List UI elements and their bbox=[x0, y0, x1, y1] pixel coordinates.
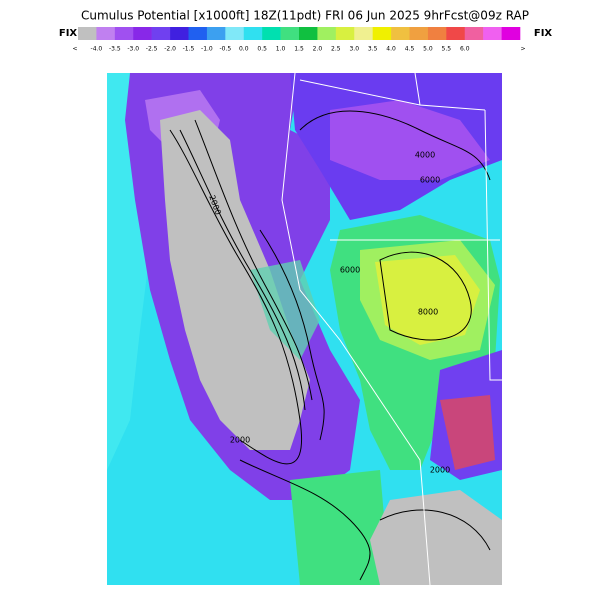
colorbar-label: -3.5 bbox=[109, 46, 121, 53]
colorbar-label: 0.5 bbox=[257, 46, 267, 53]
colorbar-label: -1.0 bbox=[201, 46, 213, 53]
colorbar-cell bbox=[427, 27, 447, 40]
colorbar-cell bbox=[483, 27, 502, 40]
colorbar-cell bbox=[317, 27, 337, 40]
colorbar-label: -0.5 bbox=[219, 46, 231, 53]
colorbar-label: 2.5 bbox=[331, 46, 341, 53]
contour bbox=[259, 229, 325, 441]
contour bbox=[179, 129, 306, 411]
map bbox=[107, 72, 502, 586]
colorbar-label: -2.5 bbox=[146, 46, 158, 53]
colorbar-cell bbox=[151, 27, 171, 40]
northeast-inner bbox=[330, 100, 490, 180]
colorbar-cell bbox=[354, 27, 373, 40]
colorbar-cell bbox=[464, 27, 484, 40]
colorbar-label: 4.5 bbox=[405, 46, 415, 53]
colorbar-label: 5.0 bbox=[423, 46, 433, 53]
red-spot bbox=[440, 395, 495, 470]
colorbar-label: < bbox=[72, 46, 77, 53]
colorbar-cell bbox=[78, 27, 97, 40]
colorbar-label: 5.5 bbox=[442, 46, 452, 53]
colorbar: < -4.0 -3.5 -3.0 -2.5 -2.0 -1.5 -1.0 -0.5 0.0 0.5 1… bbox=[72, 27, 526, 53]
colorbar-label: 6.0 bbox=[460, 46, 470, 53]
south-green bbox=[290, 470, 390, 585]
colorbar-cell bbox=[409, 27, 429, 40]
colorbar-label: -4.0 bbox=[91, 46, 103, 53]
title: Cumulus Potential [x1000ft] 18Z(11pdt) F… bbox=[81, 9, 529, 23]
valley bbox=[160, 110, 310, 450]
colorbar-cell bbox=[243, 27, 263, 40]
colorbar-cell bbox=[446, 27, 466, 40]
sierra-green bbox=[250, 260, 320, 360]
colorbar-label: -3.0 bbox=[127, 46, 139, 53]
yellow-zone bbox=[375, 255, 480, 345]
fix-left: FIX bbox=[59, 28, 78, 39]
colorbar-cell bbox=[133, 27, 152, 40]
fix-right: FIX bbox=[534, 28, 553, 39]
state-border bbox=[484, 109, 502, 381]
contour bbox=[194, 119, 313, 401]
contour-label: 4000 bbox=[415, 151, 435, 160]
state-border bbox=[414, 72, 486, 111]
colorbar-label: 1.0 bbox=[276, 46, 286, 53]
contour-label: 6000 bbox=[340, 266, 360, 275]
colorbar-cell bbox=[96, 27, 116, 40]
state-border bbox=[299, 79, 421, 106]
contour bbox=[299, 110, 491, 181]
colorbar-label: 3.0 bbox=[349, 46, 359, 53]
colorbar-cell bbox=[206, 27, 226, 40]
colorbar-cell bbox=[391, 27, 410, 40]
colorbar-label: 4.0 bbox=[386, 46, 396, 53]
contour-label: 6000 bbox=[420, 176, 440, 185]
colorbar-label: -1.5 bbox=[183, 46, 195, 53]
colorbar-cell bbox=[188, 27, 208, 40]
colorbar-label: 3.5 bbox=[368, 46, 378, 53]
contour-label: 2000 bbox=[430, 466, 450, 475]
state-border bbox=[281, 72, 431, 586]
colorbar-cell bbox=[335, 27, 355, 40]
colorbar-label: -2.0 bbox=[164, 46, 176, 53]
colorbar-cell bbox=[280, 27, 300, 40]
contour-label: 8000 bbox=[418, 308, 438, 317]
colorbar-cell bbox=[372, 27, 392, 40]
colorbar-label: 1.5 bbox=[294, 46, 304, 53]
colorbar-label: 2.0 bbox=[313, 46, 323, 53]
colorbar-label: 0.0 bbox=[239, 46, 249, 53]
contour bbox=[169, 129, 302, 465]
contour bbox=[239, 459, 371, 581]
colorbar-cell bbox=[299, 27, 318, 40]
colorbar-cell bbox=[114, 27, 134, 40]
contour bbox=[379, 251, 472, 341]
contour-label: 2000 bbox=[230, 436, 250, 445]
colorbar-label: > bbox=[520, 46, 525, 53]
contour bbox=[379, 509, 491, 551]
contours bbox=[169, 110, 491, 581]
colorbar-cell bbox=[262, 27, 281, 40]
borders bbox=[281, 72, 502, 586]
colorbar-cell bbox=[170, 27, 189, 40]
southeast-gray bbox=[370, 490, 502, 585]
colorbar-cell bbox=[501, 27, 521, 40]
colorbar-cell bbox=[225, 27, 245, 40]
